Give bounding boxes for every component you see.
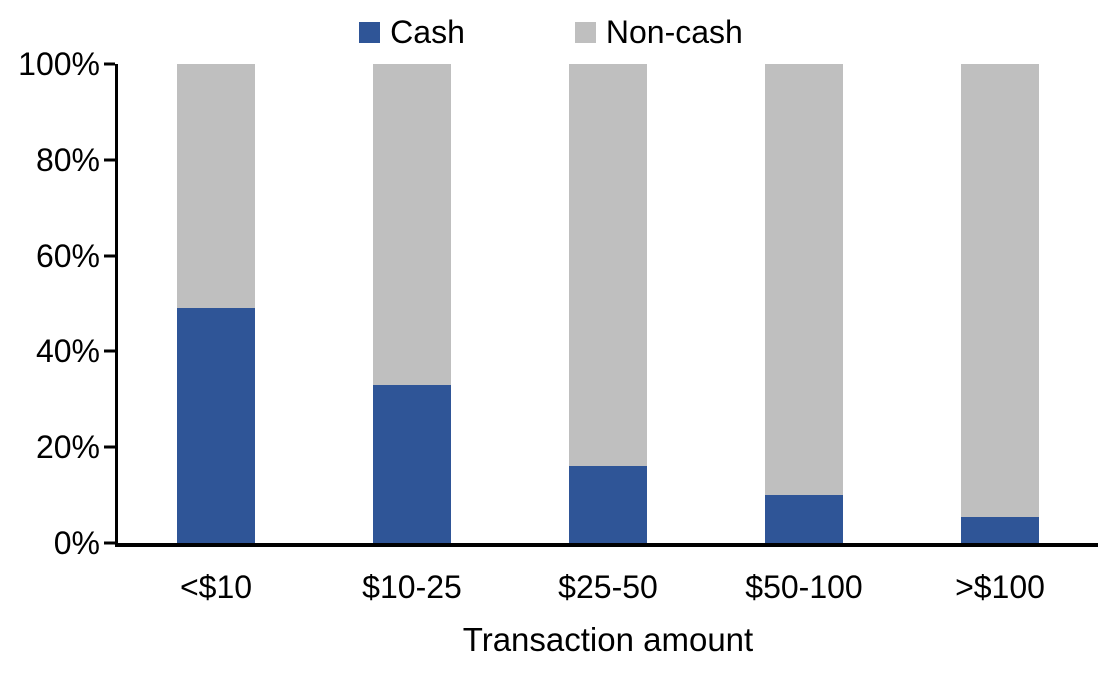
stacked-bar [373,64,451,543]
bar-segment-non-cash [177,64,255,309]
x-tick-label: $50-100 [745,569,863,605]
bar-slot [314,64,510,543]
y-tick-mark [104,62,115,66]
stacked-bar [961,64,1039,543]
bar-slot [706,64,902,543]
bar-slot [118,64,314,543]
y-tick-mark [104,445,115,449]
y-tick-mark [104,541,115,545]
legend-label-non-cash: Non-cash [605,14,743,50]
bar-segment-cash [961,516,1039,543]
y-tick-label: 80% [35,141,100,178]
bar-segment-non-cash [961,64,1039,517]
bar-segment-non-cash [765,64,843,496]
bar-slot [510,64,706,543]
bar-segment-cash [373,384,451,543]
bars [118,64,1098,543]
bar-segment-cash [765,495,843,543]
stacked-bar [177,64,255,543]
y-tick-label: 100% [18,46,100,82]
y-tick-mark [104,254,115,258]
plot-area: <$10 $10-25 $25-50 $50-100 >$100 Transaction… [18,48,1098,656]
y-tick-mark [104,158,115,162]
stacked-bar [569,64,647,543]
legend-item-cash: Cash [359,14,465,51]
legend-label-cash: Cash [390,14,465,50]
x-tick-label: <$10 [179,569,253,605]
bar-segment-non-cash [569,64,647,467]
x-tick-label: >$100 [955,569,1045,605]
x-axis-title: Transaction amount [462,621,754,658]
y-tick-label: 40% [35,333,100,370]
y-tick-label: 20% [35,429,100,466]
cash-swatch-icon [359,21,381,43]
y-tick-label: 60% [35,237,100,274]
stacked-bar [765,64,843,543]
x-axis-labels: <$10 $10-25 $25-50 $50-100 >$100 [118,571,1098,603]
x-tick-label: $10-25 [362,569,462,605]
bar-segment-cash [569,466,647,543]
bar-segment-non-cash [373,64,451,385]
legend-item-non-cash: Non-cash [574,14,743,51]
bar-segment-cash [177,308,255,543]
non-cash-swatch-icon [574,21,596,43]
legend: Cash Non-cash [0,14,1102,51]
bar-slot [902,64,1098,543]
x-tick-label: $25-50 [558,569,658,605]
y-tick-label: 0% [53,525,100,561]
y-tick-mark [104,349,115,353]
